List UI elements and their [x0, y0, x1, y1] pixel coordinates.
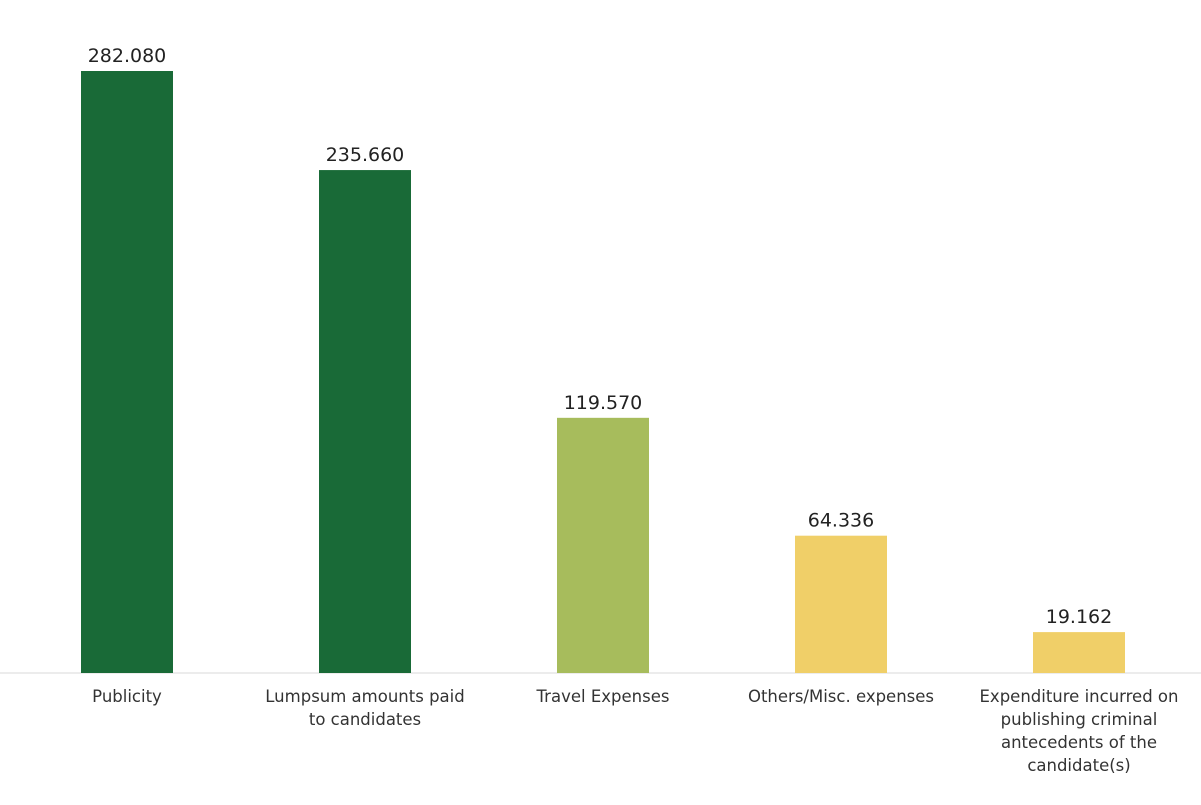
- bar-3: [557, 417, 649, 673]
- value-labels-group: 282.080 235.660 119.570 64.336 19.162: [88, 45, 1113, 628]
- category-label-3: Travel Expenses: [536, 687, 670, 706]
- bar-4: [795, 535, 887, 673]
- category-label-1: Publicity: [92, 687, 162, 706]
- category-label-line: Travel Expenses: [536, 687, 670, 706]
- value-label-4: 64.336: [808, 510, 874, 532]
- category-label-line: antecedents of the: [1001, 733, 1157, 752]
- value-label-5: 19.162: [1046, 606, 1112, 628]
- category-label-line: publishing criminal: [1001, 710, 1158, 729]
- category-label-line: to candidates: [309, 710, 421, 729]
- value-label-1: 282.080: [88, 45, 167, 67]
- bar-1: [81, 71, 173, 673]
- category-label-line: Others/Misc. expenses: [748, 687, 934, 706]
- category-label-2: Lumpsum amounts paid to candidates: [265, 687, 464, 729]
- category-label-line: Publicity: [92, 687, 162, 706]
- category-label-5: Expenditure incurred on publishing crimin…: [980, 687, 1179, 775]
- category-label-line: candidate(s): [1027, 756, 1130, 775]
- category-labels-group: Publicity Lumpsum amounts paid to candidat…: [92, 687, 1178, 775]
- bar-5: [1033, 632, 1125, 673]
- category-label-line: Lumpsum amounts paid: [265, 687, 464, 706]
- value-label-3: 119.570: [564, 392, 643, 414]
- value-label-2: 235.660: [326, 144, 405, 166]
- category-label-line: Expenditure incurred on: [980, 687, 1179, 706]
- bars-group: [81, 71, 1125, 673]
- bar-2: [319, 170, 411, 673]
- category-label-4: Others/Misc. expenses: [748, 687, 934, 706]
